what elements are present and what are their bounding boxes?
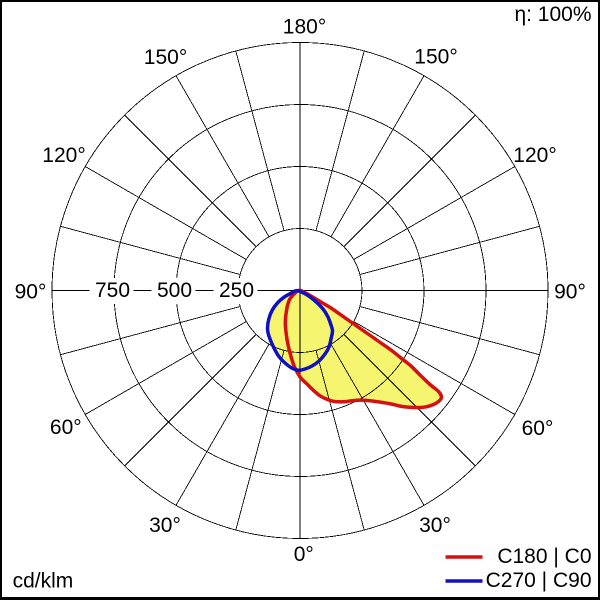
svg-text:30°: 30° [149, 514, 181, 537]
svg-text:C270 | C90: C270 | C90 [486, 569, 592, 592]
svg-text:180°: 180° [283, 16, 326, 39]
svg-text:0°: 0° [294, 543, 314, 566]
svg-text:150°: 150° [414, 46, 457, 69]
svg-text:60°: 60° [50, 416, 82, 439]
svg-text:90°: 90° [15, 281, 47, 304]
svg-text:500: 500 [157, 279, 192, 302]
svg-text:cd/klm: cd/klm [13, 570, 74, 593]
svg-text:120°: 120° [42, 144, 85, 167]
svg-text:120°: 120° [513, 144, 556, 167]
svg-text:C180 | C0: C180 | C0 [497, 545, 591, 568]
svg-text:250: 250 [219, 279, 254, 302]
svg-text:30°: 30° [419, 514, 451, 537]
svg-text:60°: 60° [522, 417, 554, 440]
svg-text:150°: 150° [144, 46, 187, 69]
svg-text:η: 100%: η: 100% [514, 3, 591, 26]
svg-text:750: 750 [95, 279, 130, 302]
svg-text:90°: 90° [554, 281, 586, 304]
